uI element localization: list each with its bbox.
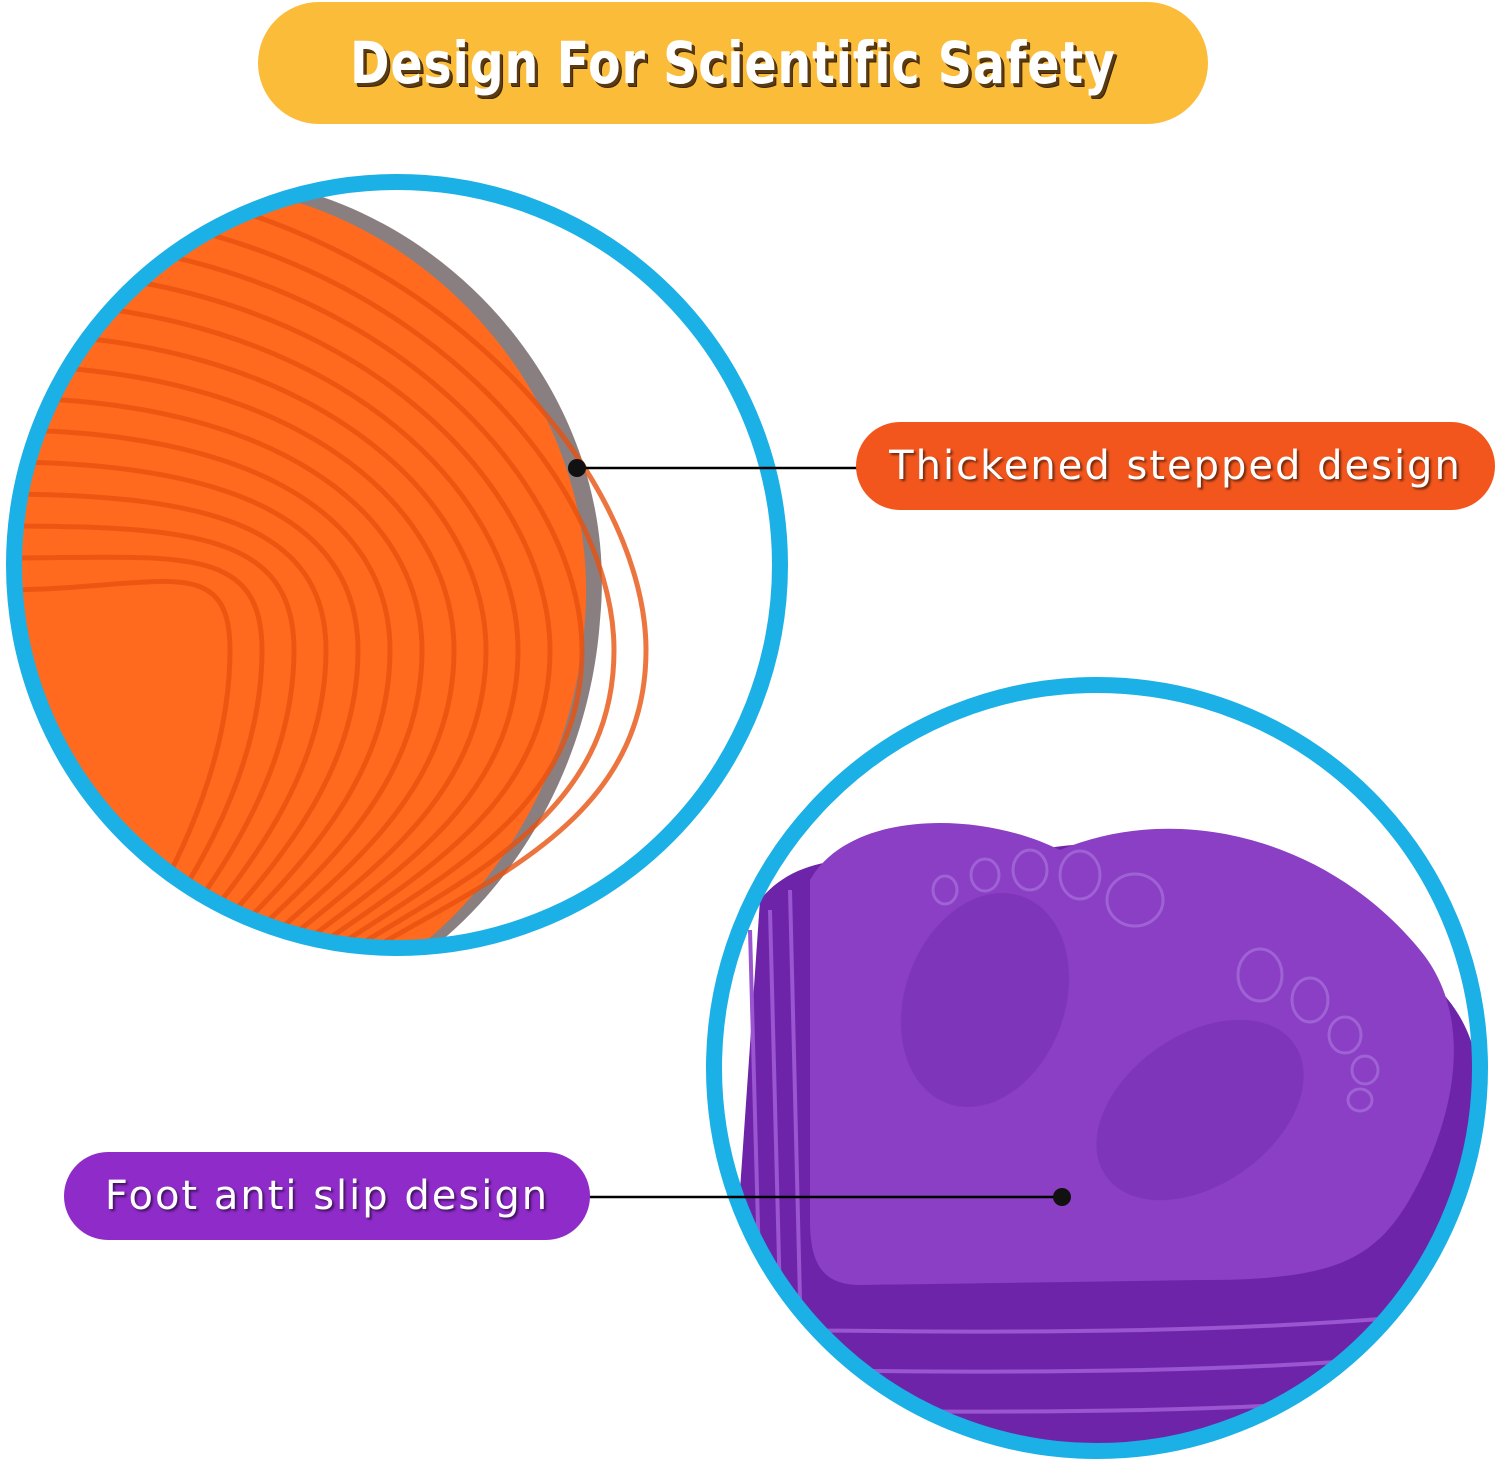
ridge-ring bbox=[14, 235, 585, 948]
title-banner: Design For Scientific Safety bbox=[258, 2, 1208, 124]
callout-text-top: Thickened stepped design bbox=[889, 443, 1462, 489]
ridge-ring bbox=[14, 299, 521, 948]
ridge-ring bbox=[14, 203, 617, 948]
ridge-ring bbox=[14, 363, 457, 948]
page-title: Design For Scientific Safety bbox=[350, 29, 1116, 97]
callout-label-bottom: Foot anti slip design bbox=[64, 1152, 590, 1240]
callout-text-bottom: Foot anti slip design bbox=[104, 1173, 550, 1219]
ridge-ring bbox=[14, 182, 649, 948]
top-callout-dot bbox=[568, 459, 586, 477]
top-circle-frame bbox=[6, 174, 788, 956]
orange-stepper-closeup bbox=[14, 182, 780, 948]
bottom-circle-frame bbox=[706, 677, 1488, 1459]
ridge-ring bbox=[14, 267, 553, 948]
ridge-ring bbox=[14, 395, 425, 948]
callout-label-top: Thickened stepped design bbox=[856, 422, 1495, 510]
ridge-ring bbox=[14, 459, 361, 948]
bottom-callout-dot bbox=[1053, 1188, 1071, 1206]
purple-stepper-closeup bbox=[714, 685, 1480, 1451]
ridge-ring bbox=[14, 427, 393, 948]
ridge-ring bbox=[14, 331, 489, 948]
